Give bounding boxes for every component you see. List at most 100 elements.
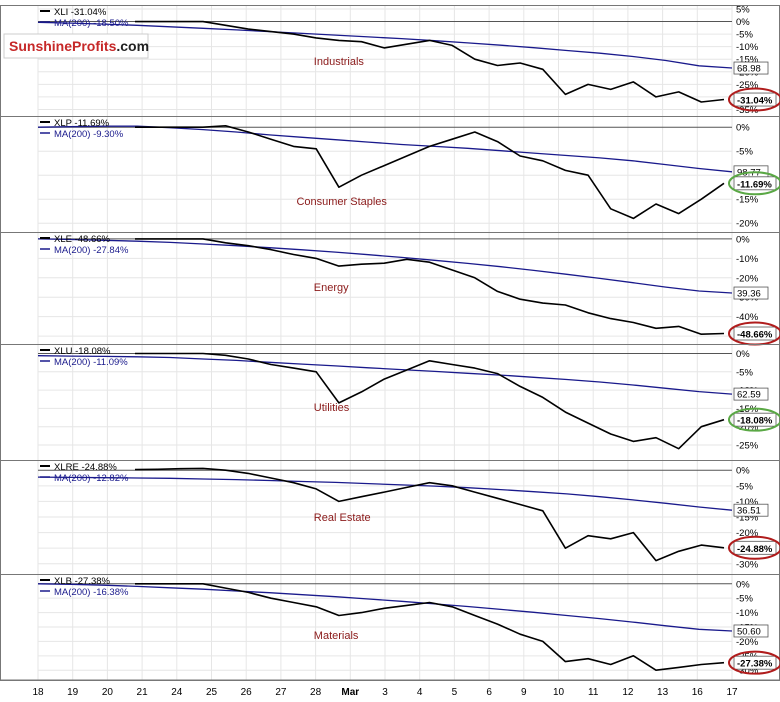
change-value-frame [733,92,777,107]
ma200-line [37,238,733,294]
change-highlight-circle [728,650,780,675]
x-tick-label: 5 [452,687,458,698]
ma-value-box: 36.51 [733,503,769,517]
panel-legend: XLE -48.66%MA(200) -27.84% [40,234,129,256]
price-line [135,352,725,450]
legend-ma-text: MA(200) -18.50% [54,18,129,29]
y-tick-label: -20% [736,273,759,284]
ma-value-text: 39.36 [737,289,761,300]
panel-xli: 5%0%-5%-10%-15%-20%-25%-30%-35%XLI -31.0… [0,5,780,117]
y-tick-label: -5% [736,481,753,492]
ma-value-frame [733,61,769,75]
change-value-frame [733,655,777,670]
price-line [135,20,725,103]
ma-value-box: 68.98 [733,61,769,75]
ma200-line [37,583,733,632]
y-tick-label: -25% [736,441,759,452]
x-tick-label: 28 [310,687,322,698]
legend-price-text: XLP -11.69% [54,118,110,129]
ma-value-frame [733,387,769,401]
change-highlight-circle [728,407,780,432]
change-value-box: -27.38% [728,650,780,675]
legend-ma-text: MA(200) -12.82% [54,473,129,484]
ma-value-frame [733,624,769,638]
y-tick-label: 0% [736,234,750,245]
ma-value-text: 68.98 [737,64,761,75]
change-highlight-circle [728,535,780,560]
ma200-line [37,476,733,511]
change-value-text: -24.88% [737,544,773,555]
ma-value-text: 36.51 [737,506,761,517]
panel-xlu: 0%-5%-10%-15%-20%-25%XLU -18.08%MA(200) … [0,344,780,461]
y-tick-label: -40% [736,312,759,323]
y-tick-label: -20% [736,637,759,648]
y-tick-label: -25% [736,80,759,91]
change-value-text: -48.66% [737,330,773,341]
x-tick-label: 18 [32,687,44,698]
logo-text: SunshineProfits.com [9,38,149,54]
y-tick-label: -30% [736,559,759,570]
panel-legend: XLB -27.38%MA(200) -16.38% [40,576,129,598]
y-tick-label: -20% [736,219,759,230]
panel-xlp: 0%-5%-10%-15%-20%XLP -11.69%MA(200) -9.3… [0,116,780,233]
x-tick-label: 11 [588,687,599,698]
y-tick-label: -5% [736,30,753,41]
sector-label: Consumer Staples [296,196,387,208]
y-tick-label: -15% [736,513,759,524]
x-tick-label: 13 [657,687,669,698]
y-tick-label: -5% [736,367,753,378]
panel-legend: XLU -18.08%MA(200) -11.09% [40,346,128,368]
sector-label: Materials [314,630,359,642]
y-tick-label: -5% [736,147,753,158]
change-value-frame [733,540,777,555]
y-tick-label: -20% [736,422,759,433]
x-tick-label: 4 [417,687,423,698]
change-value-text: -27.38% [737,659,773,670]
x-axis: 18 19 20 21 24 25 26 27 28 Mar 3 4 5 6 9 10 11 12 13 16 17 [0,679,780,698]
legend-ma-text: MA(200) -9.30% [54,129,124,140]
ma-value-text: 50.60 [737,626,761,637]
x-tick-label: 25 [206,687,218,698]
change-value-box: -31.04% [728,87,780,112]
y-tick-label: 5% [736,5,750,16]
x-tick-label: 16 [692,687,704,698]
change-highlight-circle [728,87,780,112]
legend-ma-text: MA(200) -16.38% [54,587,129,598]
ma-value-text: 62.59 [737,390,761,401]
sector-label: Utilities [314,402,350,414]
price-line [135,582,725,672]
ma-value-frame [733,503,769,517]
legend-price-text: XLI -31.04% [54,7,107,18]
y-tick-label: -30% [736,666,759,677]
change-value-frame [733,326,777,341]
y-tick-label: -10% [736,608,759,619]
y-tick-label: 0% [736,579,750,590]
panel-xlb: 0%-5%-10%-15%-20%-25%-30%XLB -27.38%MA(2… [0,574,780,681]
change-value-frame [733,176,777,191]
y-tick-label: 0% [736,123,750,134]
x-tick-label: 19 [67,687,79,698]
x-tick-label: 20 [102,687,114,698]
ma-value-box: 62.59 [733,387,769,401]
legend-ma-text: MA(200) -27.84% [54,245,129,256]
y-tick-label: -10% [736,254,759,265]
x-tick-label: 27 [275,687,287,698]
y-tick-label: -15% [736,195,759,206]
x-tick-label: 3 [382,687,388,698]
price-line [134,467,725,562]
ma200-line [37,21,733,69]
panel-legend: XLRE -24.88%MA(200) -12.82% [40,462,129,484]
x-tick-label: 21 [137,687,149,698]
y-tick-label: -20% [736,528,759,539]
legend-price-text: XLB -27.38% [54,576,111,587]
ma-value-frame [733,286,769,300]
change-value-text: -11.69% [737,179,772,190]
x-tick-label: 6 [486,687,492,698]
x-tick-label: Mar [341,687,359,698]
x-tick-label: 24 [171,687,183,698]
x-tick-label: 12 [622,687,634,698]
logo: SunshineProfits.com [3,33,149,59]
logo-box [3,33,149,59]
legend-price-text: XLRE -24.88% [54,462,117,473]
